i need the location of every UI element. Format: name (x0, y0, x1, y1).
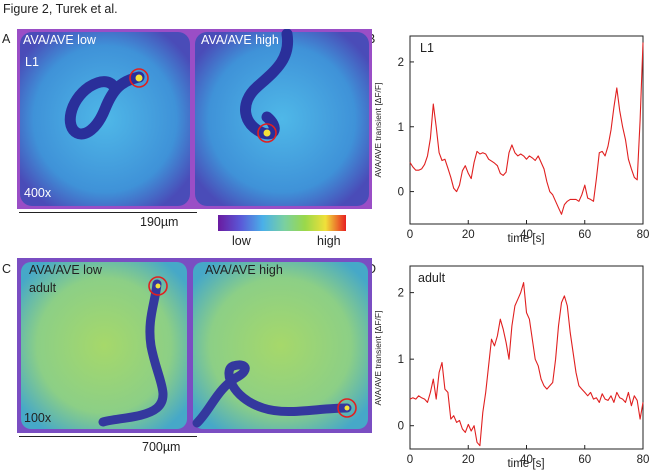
panel-a-stage-label: L1 (25, 55, 39, 69)
chart-d-trace-line (409, 282, 644, 447)
chart-b-x-tick-label: 60 (578, 229, 591, 241)
panel-a-left-title: AVA/AVE low (23, 33, 96, 47)
panel-label-c: C (2, 262, 12, 276)
panel-a-right-title: AVA/AVE high (201, 33, 279, 47)
panel-c-left-frame (21, 262, 187, 429)
scale-bar-a-label: 190µm (140, 215, 179, 229)
chart-d-series (409, 282, 644, 447)
colorbar-gradient (218, 215, 346, 231)
panel-c-left-title: AVA/AVE low (29, 263, 102, 277)
chart-d-x-label: time [s] (507, 458, 544, 470)
chart-b: L1 time [s] AVA/AVE transient [ΔF/F] 0 20… (373, 35, 650, 245)
neuron-circle-marker (129, 68, 149, 88)
chart-d-x-tick-label: 60 (578, 454, 591, 466)
chart-d-frame (409, 265, 644, 450)
neuron-spot (135, 74, 143, 82)
neuron-circle-marker (337, 398, 357, 418)
chart-d-x-tick-label: 20 (462, 454, 475, 466)
chart-b-y-tick-label: 1 (398, 122, 404, 134)
chart-d-x-axis: 0 20 40 60 80 (407, 445, 650, 466)
figure-title: Figure 2, Turek et al. (3, 2, 118, 16)
chart-d-x-tick-label: 0 (407, 454, 413, 466)
chart-b-x-tick-label: 20 (462, 229, 475, 241)
chart-d-y-tick-label: 0 (398, 421, 404, 433)
chart-b-series (409, 42, 644, 215)
panel-c-stage-label: adult (29, 281, 57, 295)
chart-b-inset-label: L1 (420, 41, 434, 55)
chart-d-x-tick-label: 80 (637, 454, 650, 466)
chart-b-x-tick-label: 0 (407, 229, 413, 241)
colorbar (218, 215, 346, 231)
panel-c-magnification: 100x (24, 411, 52, 425)
neuron-spot (263, 129, 271, 137)
chart-b-y-tick-label: 0 (398, 187, 404, 199)
worm-body-adult-high (192, 360, 352, 428)
chart-d-y-axis: 0 1 2 (398, 288, 414, 433)
panel-c-micrographs (17, 258, 372, 433)
chart-b-frame (409, 35, 644, 225)
chart-b-x-axis: 0 20 40 60 80 (407, 220, 650, 241)
panel-a-right-frame (195, 32, 369, 206)
worm-body-l1-low (64, 71, 145, 140)
scale-bar-c-label: 700µm (142, 440, 181, 454)
panel-label-a: A (2, 32, 11, 46)
chart-b-x-label: time [s] (507, 233, 544, 245)
chart-b-y-tick-label: 2 (398, 57, 404, 69)
chart-d-inset-label: adult (418, 271, 446, 285)
colorbar-high-label: high (317, 234, 341, 248)
neuron-circle-marker (257, 123, 277, 143)
neuron-spot (155, 283, 161, 289)
chart-d-y-tick-label: 2 (398, 288, 404, 300)
neuron-spot (344, 405, 350, 411)
colorbar-low-label: low (232, 234, 251, 248)
chart-b-x-tick-label: 40 (520, 229, 533, 241)
chart-b-y-axis: 0 1 2 (398, 57, 414, 199)
panel-a-micrographs (17, 29, 372, 209)
chart-b-x-tick-label: 80 (637, 229, 650, 241)
chart-d-x-tick-label: 40 (520, 454, 533, 466)
chart-b-y-label: AVA/AVE transient [ΔF/F] (373, 83, 383, 178)
panel-c-right-title: AVA/AVE high (205, 263, 283, 277)
worm-body-l1-high (240, 29, 294, 140)
chart-d: adult time [s] AVA/AVE transient [ΔF/F] … (373, 265, 650, 470)
chart-b-trace-line (409, 42, 644, 215)
scale-bar-a (19, 212, 197, 213)
chart-d-y-tick-label: 1 (398, 354, 404, 366)
worm-body-adult-low (98, 279, 168, 427)
chart-d-y-label: AVA/AVE transient [ΔF/F] (373, 311, 383, 406)
neuron-circle-marker (148, 276, 168, 296)
scale-bar-c (19, 436, 197, 437)
panel-a-magnification: 400x (24, 186, 52, 200)
